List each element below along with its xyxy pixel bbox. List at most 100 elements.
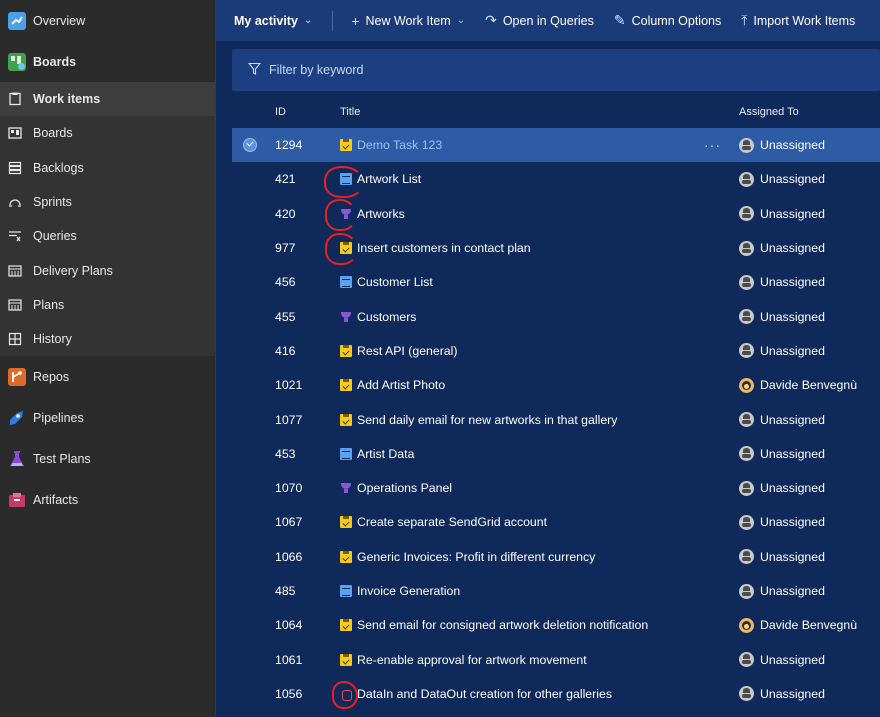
work-items-list: 1294 Demo Task 123 ··· Unassigned 421 Artwork…: [232, 128, 880, 711]
boards-submenu: Work items Boards Backlogs Sprints Queri…: [0, 82, 215, 357]
assigned-to-cell: Unassigned: [739, 412, 825, 428]
work-item-title[interactable]: Operations Panel: [357, 481, 453, 496]
assigned-to-cell: Davide Benvegnù: [739, 617, 858, 633]
view-selector-label: My activity: [234, 13, 298, 28]
work-item-title-cell[interactable]: Artist Data: [340, 447, 414, 461]
nav-artifacts-label: Artifacts: [33, 492, 79, 507]
work-item-title[interactable]: Invoice Generation: [357, 584, 461, 598]
nav-queries[interactable]: Queries: [0, 219, 215, 253]
nav-boards-hub[interactable]: Boards: [0, 41, 215, 82]
table-row[interactable]: 1294 Demo Task 123 ··· Unassigned: [232, 128, 880, 163]
nav-pipelines[interactable]: Pipelines: [0, 397, 215, 438]
column-header-title[interactable]: Title: [340, 106, 361, 118]
nav-artifacts[interactable]: Artifacts: [0, 479, 215, 520]
work-item-title[interactable]: Artist Data: [357, 446, 415, 461]
nav-boards-label: Boards: [33, 126, 73, 141]
work-item-id: 1077: [275, 412, 303, 427]
nav-delivery-plans-label: Delivery Plans: [33, 263, 113, 278]
work-item-title[interactable]: Generic Invoices: Profit in different cu…: [357, 549, 596, 564]
overview-icon: [6, 10, 28, 32]
work-item-title[interactable]: Create separate SendGrid account: [357, 515, 548, 530]
table-row[interactable]: 1061 Re-enable approval for artwork movem…: [232, 642, 880, 676]
work-item-title[interactable]: Add Artist Photo: [357, 378, 446, 393]
nav-plans[interactable]: Plans: [0, 288, 215, 322]
work-item-id: 1056: [275, 686, 303, 701]
nav-test-plans[interactable]: Test Plans: [0, 438, 215, 479]
table-row[interactable]: 1067 Create separate SendGrid account Unas…: [232, 505, 880, 539]
work-item-title-cell[interactable]: Operations Panel: [340, 481, 452, 495]
filter-bar[interactable]: Filter by keyword: [232, 49, 880, 91]
nav-plans-label: Plans: [33, 297, 65, 312]
assigned-to-cell: Unassigned: [739, 206, 825, 222]
table-row[interactable]: 456 Customer List Unassigned: [232, 265, 880, 299]
work-item-title[interactable]: Artwork List: [357, 172, 422, 187]
work-item-title[interactable]: Customer List: [357, 275, 433, 290]
work-item-title[interactable]: DataIn and DataOut creation for other ga…: [357, 686, 612, 701]
table-row[interactable]: 1021 Add Artist Photo Davide Benvegnù: [232, 368, 880, 402]
assigned-to-cell: Davide Benvegnù: [739, 377, 857, 393]
work-item-title-cell[interactable]: DataIn and DataOut creation for other ga…: [340, 687, 612, 701]
more-actions-icon[interactable]: ···: [704, 137, 721, 154]
table-header: ID Title Assigned To: [232, 100, 880, 124]
unassigned-avatar-icon: [739, 652, 754, 668]
new-work-item-button[interactable]: + New Work Item ⌄: [351, 13, 465, 29]
work-item-title-cell[interactable]: Send daily email for new artworks in tha…: [340, 413, 617, 427]
work-item-title[interactable]: Insert customers in contact plan: [357, 241, 531, 256]
work-item-title-cell[interactable]: Create separate SendGrid account: [340, 515, 547, 529]
work-item-title-cell[interactable]: Invoice Generation: [340, 584, 460, 598]
work-item-title-cell[interactable]: Demo Task 123: [340, 138, 442, 152]
import-work-items-button[interactable]: ⤒ Import Work Items: [741, 12, 855, 29]
column-header-id[interactable]: ID: [275, 106, 286, 118]
task-work-item-icon: [340, 344, 352, 357]
view-selector[interactable]: My activity ⌄: [234, 14, 312, 28]
nav-overview-label: Overview: [33, 13, 86, 28]
nav-boards[interactable]: Boards: [0, 116, 215, 150]
work-item-id: 1070: [275, 481, 303, 496]
work-item-title-cell[interactable]: Re-enable approval for artwork movement: [340, 653, 587, 667]
nav-history[interactable]: History: [0, 322, 215, 356]
feature-work-item-icon: [340, 311, 352, 323]
table-row[interactable]: 416 Rest API (general) Unassigned: [232, 334, 880, 368]
work-item-title[interactable]: Re-enable approval for artwork movement: [357, 652, 587, 667]
column-options-button[interactable]: ✎ Column Options: [614, 12, 721, 29]
row-selected-check-icon[interactable]: [243, 138, 257, 153]
work-item-title[interactable]: Rest API (general): [357, 343, 458, 358]
work-item-title[interactable]: Send email for consigned artwork deletio…: [357, 618, 649, 633]
work-item-title-cell[interactable]: Send email for consigned artwork deletio…: [340, 618, 648, 632]
work-item-title-cell[interactable]: Customers: [340, 310, 416, 324]
assigned-to-name: Davide Benvegnù: [760, 618, 858, 633]
table-row[interactable]: 453 Artist Data Unassigned: [232, 437, 880, 471]
assigned-to-cell: Unassigned: [739, 480, 825, 496]
nav-sprints[interactable]: Sprints: [0, 185, 215, 219]
nav-repos[interactable]: Repos: [0, 356, 215, 397]
work-item-title-cell[interactable]: Insert customers in contact plan: [340, 241, 531, 255]
plans-icon: [6, 294, 24, 316]
work-item-title[interactable]: Send daily email for new artworks in tha…: [357, 412, 618, 427]
work-item-title[interactable]: Customers: [357, 309, 417, 324]
work-item-id: 420: [275, 206, 296, 221]
nav-delivery-plans[interactable]: Delivery Plans: [0, 253, 215, 287]
assigned-to-cell: Unassigned: [739, 240, 825, 256]
nav-work-items[interactable]: Work items: [0, 82, 215, 117]
unassigned-avatar-icon: [739, 514, 754, 530]
table-row[interactable]: 1066 Generic Invoices: Profit in differen…: [232, 540, 880, 574]
work-item-title[interactable]: Demo Task 123: [357, 138, 443, 153]
pbi-work-item-icon: [340, 276, 352, 289]
task-work-item-icon: [340, 653, 352, 666]
column-header-assigned-to[interactable]: Assigned To: [739, 106, 799, 118]
work-item-title-cell[interactable]: Generic Invoices: Profit in different cu…: [340, 550, 595, 564]
table-row[interactable]: 1056 DataIn and DataOut creation for othe…: [232, 677, 880, 711]
work-item-title[interactable]: Artworks: [357, 206, 405, 221]
table-row[interactable]: 455 Customers Unassigned: [232, 299, 880, 333]
open-in-queries-button[interactable]: ↷ Open in Queries: [485, 12, 594, 29]
table-row[interactable]: 1070 Operations Panel Unassigned: [232, 471, 880, 505]
work-item-title-cell[interactable]: Rest API (general): [340, 344, 457, 358]
work-item-title-cell[interactable]: Add Artist Photo: [340, 378, 445, 392]
user-avatar: [739, 617, 754, 633]
table-row[interactable]: 1064 Send email for consigned artwork del…: [232, 608, 880, 642]
table-row[interactable]: 485 Invoice Generation Unassigned: [232, 574, 880, 608]
table-row[interactable]: 1077 Send daily email for new artworks in…: [232, 402, 880, 436]
work-item-title-cell[interactable]: Customer List: [340, 275, 433, 289]
nav-backlogs[interactable]: Backlogs: [0, 151, 215, 185]
nav-overview[interactable]: Overview: [0, 0, 215, 41]
